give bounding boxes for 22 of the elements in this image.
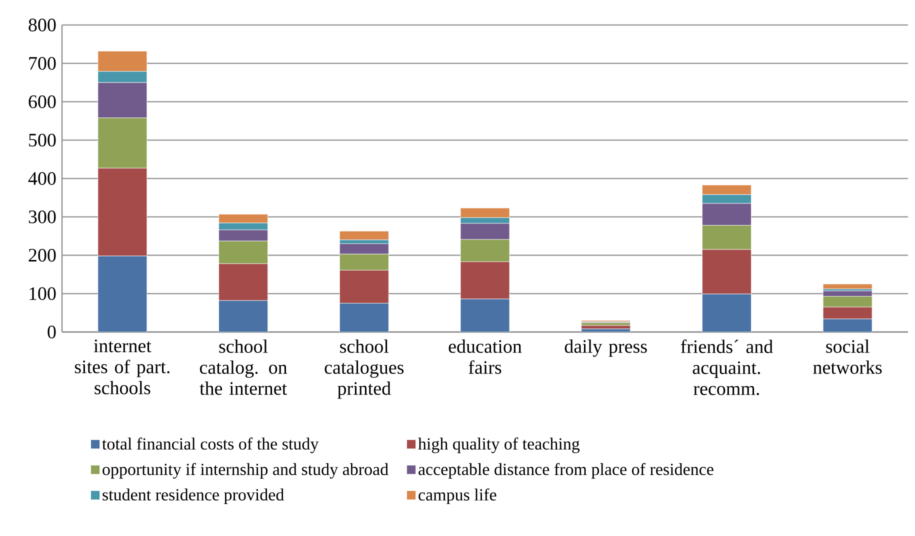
x-tick-label: internet sites of part. schools bbox=[74, 340, 170, 394]
y-tick-label: 700 bbox=[29, 56, 56, 70]
y-tick-label: 100 bbox=[30, 287, 56, 300]
y-tick-label: 600 bbox=[28, 95, 56, 108]
legend-label: student residence provided bbox=[102, 488, 284, 504]
y-tick-label: 500 bbox=[29, 134, 56, 147]
y-tick-label: 0 bbox=[48, 326, 56, 338]
x-tick-label: daily press bbox=[564, 340, 647, 357]
y-tick-label: 200 bbox=[28, 248, 56, 262]
legend-label: high quality of teaching bbox=[418, 438, 580, 454]
x-tick-label: education fairs bbox=[448, 340, 522, 374]
y-tick-label: 400 bbox=[28, 172, 56, 185]
legend-label: acceptable distance from place of residence bbox=[418, 462, 714, 479]
x-tick-label: friends´ and acquaint. recomm. bbox=[680, 340, 773, 396]
legend-label: opportunity if internship and study abroad bbox=[102, 462, 388, 479]
y-tick-label: 300 bbox=[28, 210, 56, 224]
legend-label: campus life bbox=[418, 488, 496, 504]
x-tick-label: school catalogues printed bbox=[324, 340, 404, 399]
y-tick-label: 800 bbox=[28, 18, 56, 32]
legend-label: total financial costs of the study bbox=[102, 438, 319, 454]
x-tick-label: school catalog. on the internet bbox=[200, 340, 288, 395]
x-tick-label: social networks bbox=[813, 340, 882, 374]
